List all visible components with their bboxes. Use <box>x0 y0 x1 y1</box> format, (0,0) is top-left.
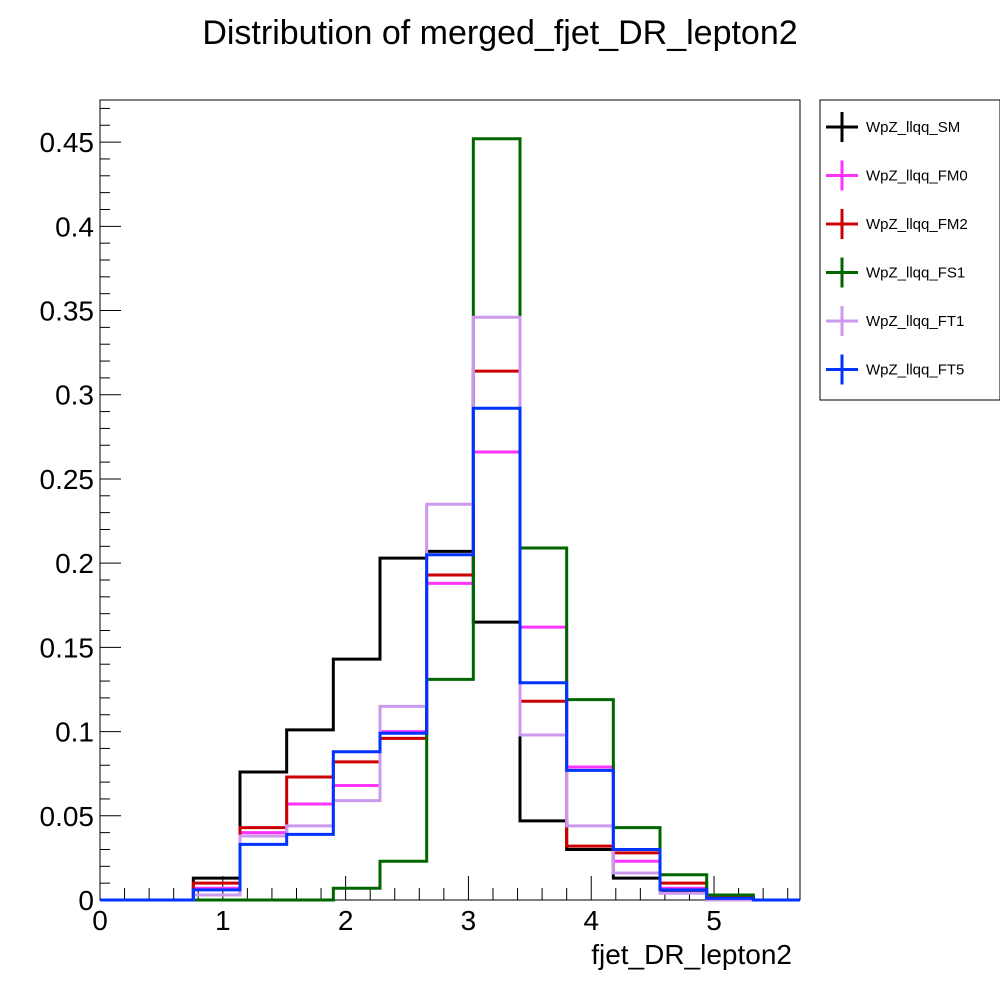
y-tick-label: 0.2 <box>55 548 94 579</box>
x-tick-label: 2 <box>338 905 354 936</box>
legend-box <box>819 99 1000 401</box>
x-tick-label: 3 <box>461 905 477 936</box>
legend-label: WpZ_llqq_FS1 <box>866 265 965 282</box>
legend-item: WpZ_llqq_FM0 <box>826 160 968 191</box>
x-tick-label: 0 <box>92 905 108 936</box>
x-tick-label: 5 <box>706 905 722 936</box>
legend-item: WpZ_llqq_FT5 <box>826 354 964 385</box>
legend-label: WpZ_llqq_FT5 <box>866 362 964 379</box>
y-tick-label: 0.25 <box>40 464 95 495</box>
plot-area <box>99 99 801 901</box>
legend-item: WpZ_llqq_FM2 <box>826 209 968 239</box>
y-tick-label: 0.1 <box>55 717 94 748</box>
series-step-line <box>100 406 800 902</box>
x-axis: 0 1 2 3 4 5 <box>92 876 789 936</box>
series-WpZ_llqq_FT5 <box>100 406 800 902</box>
legend-label: WpZ_llqq_SM <box>866 119 960 136</box>
legend-label: WpZ_llqq_FT1 <box>866 313 964 330</box>
legend-item: WpZ_llqq_SM <box>826 112 960 142</box>
chart-title: Distribution of merged_fjet_DR_lepton2 <box>202 14 797 52</box>
x-tick-label: 4 <box>583 905 599 936</box>
x-axis-label: fjet_DR_lepton2 <box>591 939 792 970</box>
series-step-line <box>100 137 800 902</box>
legend-item: WpZ_llqq_FS1 <box>826 257 965 288</box>
y-tick-label: 0.15 <box>40 632 95 663</box>
y-tick-label: 0 <box>78 885 94 916</box>
legend-items: WpZ_llqq_SM WpZ_llqq_FM0 WpZ_llqq_FM2 WpZ_l… <box>826 112 968 385</box>
legend-label: WpZ_llqq_FM2 <box>866 216 968 233</box>
y-tick-label: 0.45 <box>40 127 95 158</box>
y-tick-label: 0.05 <box>40 801 95 832</box>
y-axis: 0 0.05 0.1 0.15 0.2 0.25 0.3 0.35 0.4 0.45 <box>40 107 121 916</box>
y-tick-label: 0.35 <box>40 296 95 327</box>
legend: WpZ_llqq_SM WpZ_llqq_FM0 WpZ_llqq_FM2 WpZ_l… <box>819 99 1000 401</box>
y-tick-label: 0.4 <box>55 211 94 242</box>
series-WpZ_llqq_FS1 <box>100 137 800 902</box>
series-layer <box>100 137 800 902</box>
x-tick-label: 1 <box>215 905 231 936</box>
legend-item: WpZ_llqq_FT1 <box>826 306 964 336</box>
legend-label: WpZ_llqq_FM0 <box>866 168 968 185</box>
y-tick-label: 0.3 <box>55 380 94 411</box>
plot-frame <box>99 99 801 901</box>
